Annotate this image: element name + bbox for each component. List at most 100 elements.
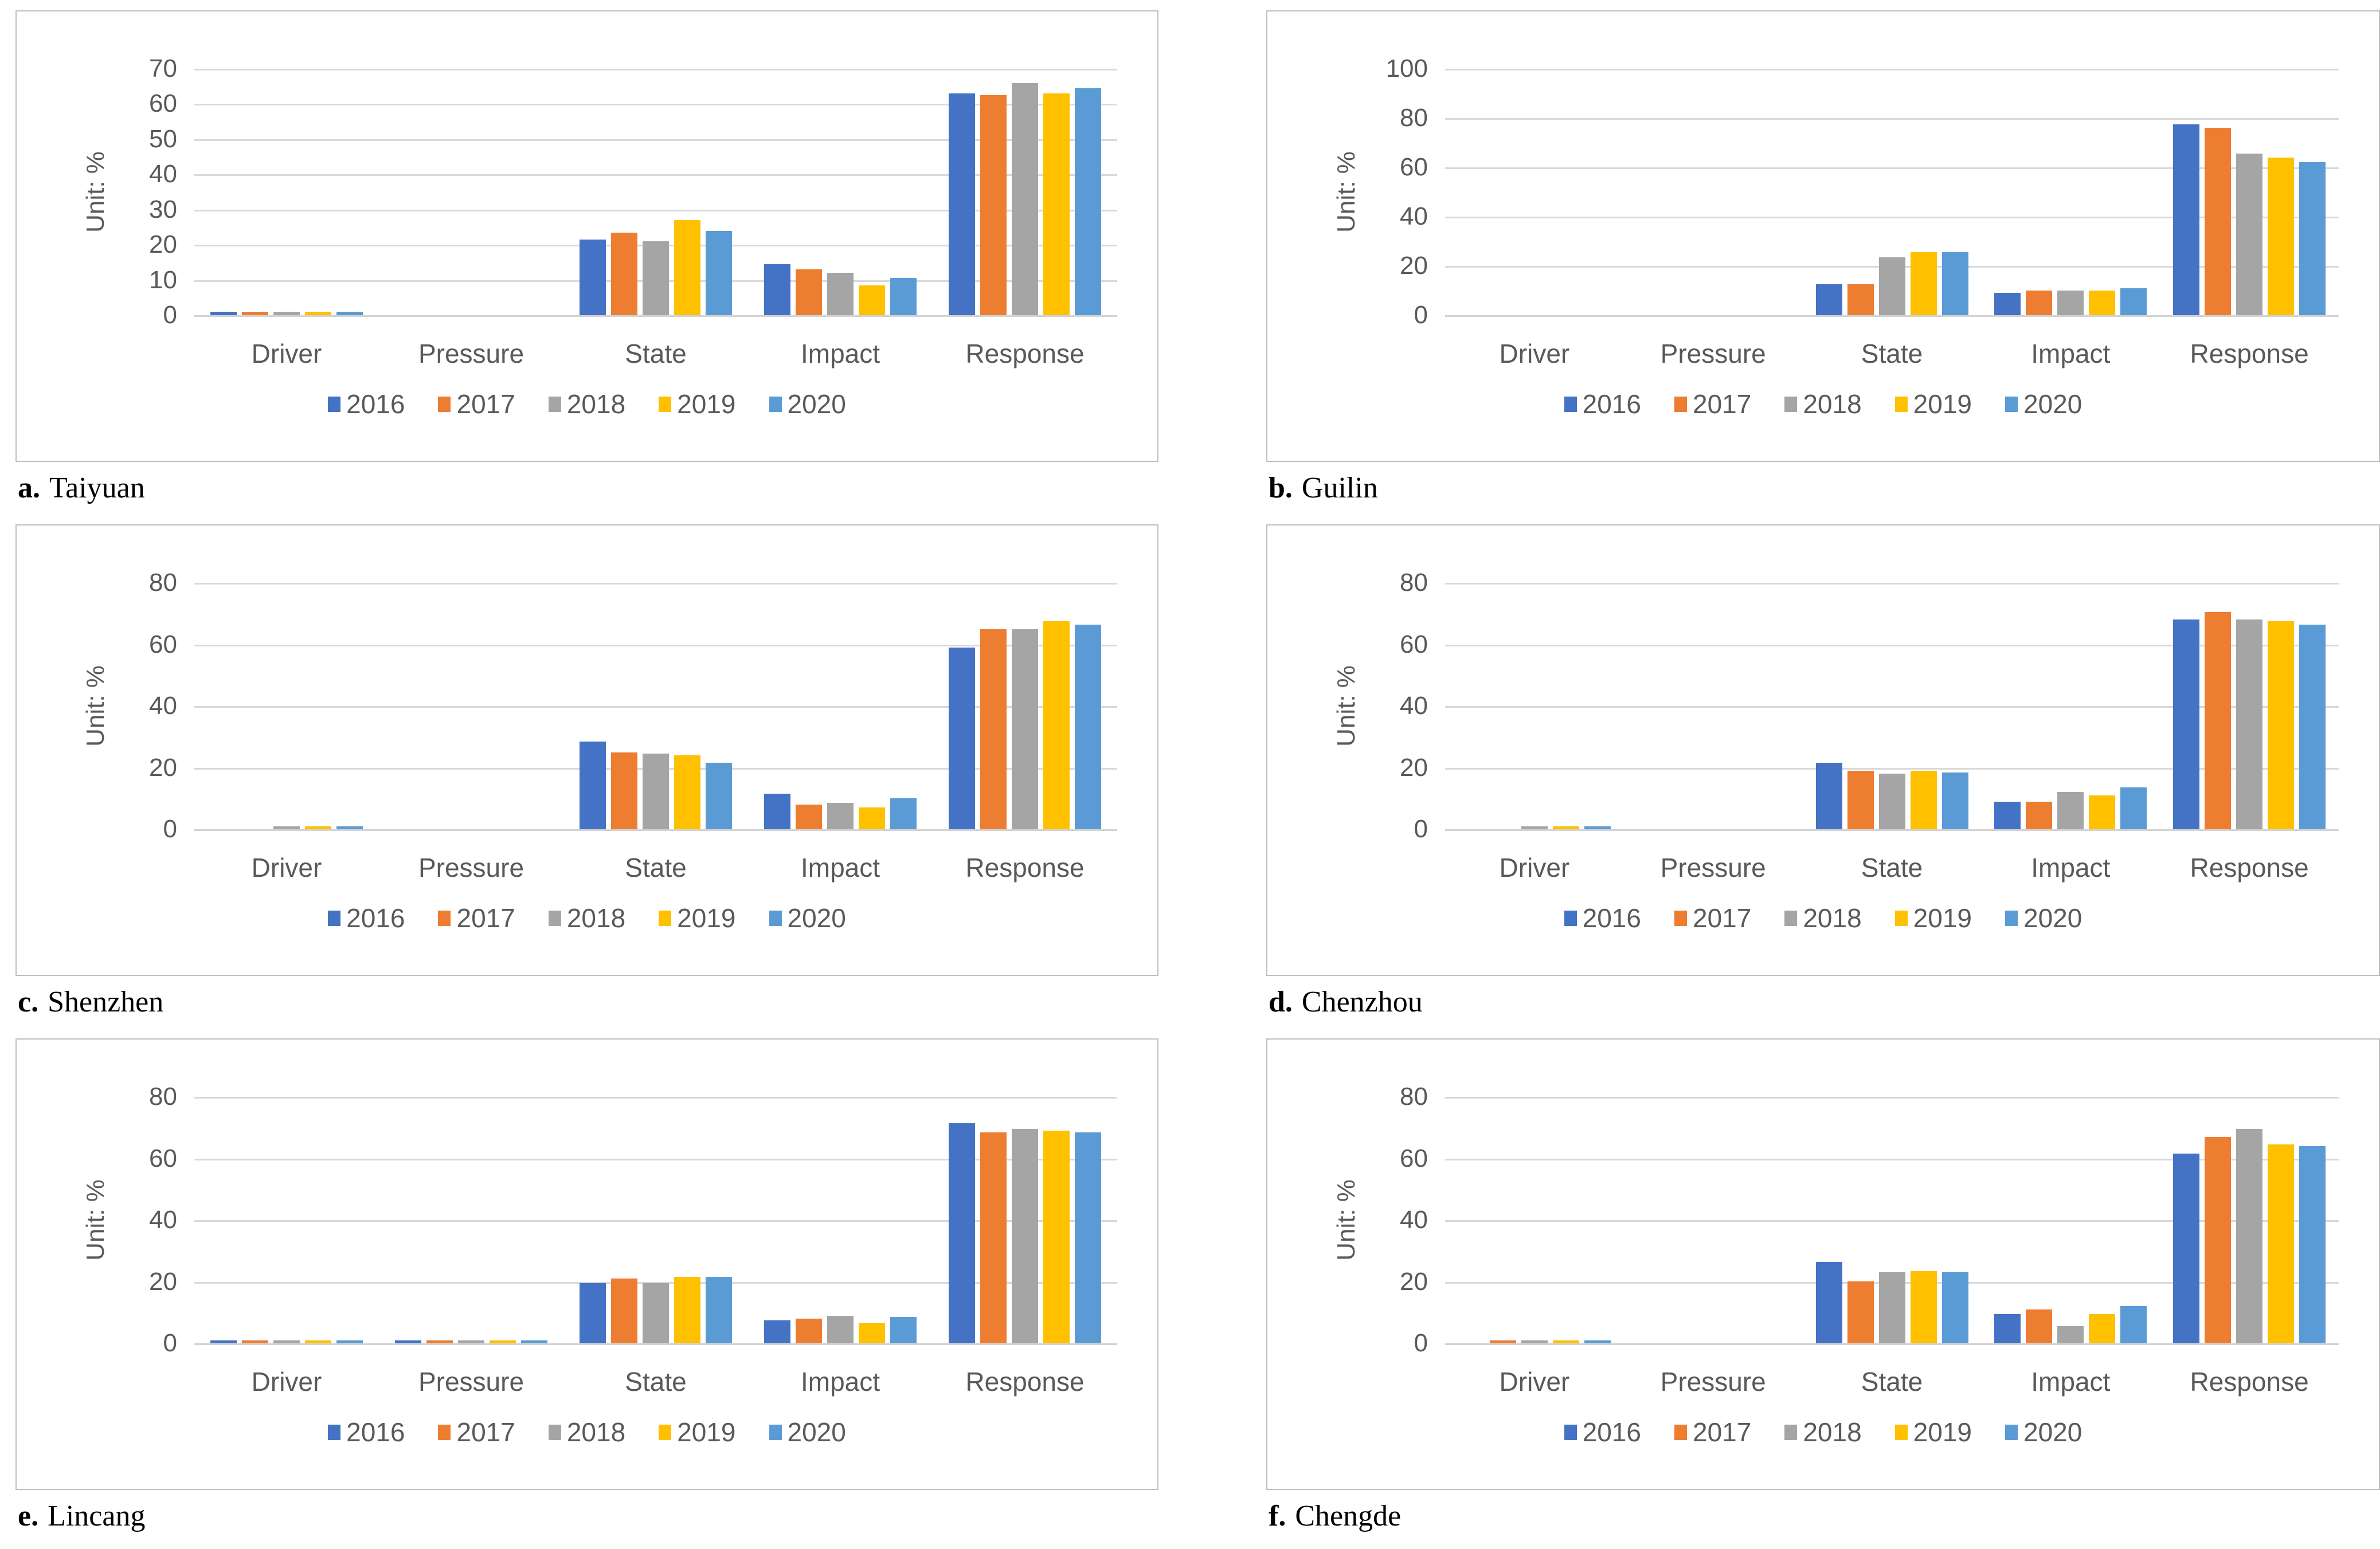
caption-letter: f. <box>1269 1500 1286 1532</box>
gridline <box>194 583 1117 585</box>
bar-2019-state <box>1911 252 1937 315</box>
legend-item-2016: 2016 <box>1564 903 1641 934</box>
gridline <box>194 69 1117 70</box>
x-axis-category-label: Impact <box>2031 853 2111 883</box>
y-axis-tick-label: 80 <box>1400 568 1428 597</box>
bar-2018-impact <box>2057 291 2084 315</box>
bar-2020-driver <box>1584 826 1611 829</box>
x-axis-category-label: Pressure <box>418 853 524 883</box>
y-axis-tick-label: 60 <box>149 630 177 658</box>
legend-item-2016: 2016 <box>328 1417 405 1448</box>
y-axis-tick-label: 0 <box>163 301 177 329</box>
legend-swatch-2019 <box>659 396 672 412</box>
legend-swatch-2016 <box>1564 910 1577 926</box>
gridline <box>194 645 1117 646</box>
bar-2020-impact <box>890 1317 917 1343</box>
legend-label: 2020 <box>2023 389 2082 419</box>
legend-item-2020: 2020 <box>769 389 846 419</box>
legend-swatch-2020 <box>2005 1424 2018 1440</box>
bar-2016-state <box>580 240 606 315</box>
gridline <box>194 1097 1117 1099</box>
bar-2018-driver <box>1521 826 1548 829</box>
bar-2017-driver <box>242 312 268 315</box>
x-axis-category-label: State <box>625 1367 687 1397</box>
legend-item-2017: 2017 <box>1674 1417 1751 1448</box>
chart-legend: 2016 2017 2018 2019 2020 <box>17 1417 1157 1448</box>
bar-2017-state <box>1847 771 1874 829</box>
x-axis-category-label: Driver <box>251 339 322 368</box>
y-axis-tick-label: 0 <box>1414 301 1428 329</box>
caption-name: Shenzhen <box>48 986 164 1018</box>
y-axis-tick-label: 100 <box>1385 54 1428 83</box>
bar-2019-state <box>674 755 700 829</box>
caption-letter: a. <box>18 472 40 504</box>
y-axis-tick-label: 10 <box>149 266 177 294</box>
bar-2017-pressure <box>426 1340 453 1343</box>
x-axis-category-label: Driver <box>1499 1367 1570 1397</box>
bar-2019-driver <box>305 312 331 315</box>
legend-label: 2018 <box>566 389 626 419</box>
legend-label: 2017 <box>456 1417 515 1447</box>
bar-2019-state <box>1911 771 1937 829</box>
x-axis-category-label: Pressure <box>418 1367 524 1397</box>
caption-name: Chenzhou <box>1301 986 1423 1018</box>
bar-2019-impact <box>2089 291 2115 315</box>
gridline <box>1445 1220 2339 1222</box>
x-axis-category-label: Response <box>2190 853 2309 883</box>
x-axis-category-label: State <box>1861 853 1923 883</box>
bar-2016-state <box>1816 763 1842 829</box>
legend-label: 2019 <box>1913 903 1972 933</box>
bar-2016-driver <box>210 312 237 315</box>
bar-2020-state <box>706 1277 732 1343</box>
legend-item-2016: 2016 <box>1564 1417 1641 1448</box>
legend-swatch-2019 <box>1894 396 1908 412</box>
bar-2016-response <box>2173 1154 2199 1343</box>
chart-caption: d. Chenzhou <box>1269 985 2380 1019</box>
bar-2018-state <box>1879 1272 1905 1343</box>
legend-item-2018: 2018 <box>1784 389 1862 419</box>
bar-2017-impact <box>2026 291 2052 315</box>
legend-item-2019: 2019 <box>1894 389 1972 419</box>
bar-2016-impact <box>1994 293 2021 315</box>
legend-swatch-2017 <box>1674 1424 1687 1440</box>
y-axis-tick-label: 0 <box>1414 1329 1428 1357</box>
bar-2019-impact <box>2089 1314 2115 1343</box>
legend-item-2017: 2017 <box>438 903 515 934</box>
x-axis-category-label: Driver <box>251 853 322 883</box>
bar-2016-state <box>1816 284 1842 315</box>
legend-label: 2016 <box>1582 389 1641 419</box>
bar-2018-response <box>2236 1129 2262 1343</box>
bar-2019-response <box>2268 621 2294 829</box>
legend-label: 2017 <box>456 389 515 419</box>
x-axis-category-label: Response <box>965 853 1085 883</box>
gridline <box>1445 69 2339 70</box>
legend-label: 2016 <box>1582 1417 1641 1447</box>
gridline <box>194 139 1117 141</box>
bar-2017-driver <box>1490 1340 1516 1343</box>
bar-2019-pressure <box>490 1340 516 1343</box>
y-axis-tick-label: 40 <box>1400 1206 1428 1234</box>
bar-2018-impact <box>2057 1326 2084 1343</box>
x-axis-line <box>1445 1343 2339 1345</box>
bar-2019-response <box>2268 158 2294 315</box>
bar-2016-response <box>949 648 975 829</box>
bar-2018-impact <box>827 1316 854 1343</box>
y-axis-tick-label: 40 <box>149 1206 177 1234</box>
legend-label: 2020 <box>787 389 846 419</box>
legend-label: 2020 <box>2023 903 2082 933</box>
legend-item-2019: 2019 <box>659 903 736 934</box>
gridline <box>194 174 1117 176</box>
bar-2020-state <box>1942 772 1968 829</box>
legend-item-2020: 2020 <box>2005 389 2082 419</box>
bar-2019-state <box>674 220 700 315</box>
bar-2017-response <box>980 629 1007 829</box>
bar-2018-impact <box>827 803 854 829</box>
panel-chenzhou: Unit: % 0 20 40 60 80 Driver Pressure State Impac… <box>1266 524 2380 1038</box>
panel-lincang: Unit: % 0 20 40 60 80 Driver Pressure State Impac… <box>15 1038 1158 1549</box>
gridline <box>194 706 1117 708</box>
legend-label: 2019 <box>677 389 736 419</box>
bar-2017-response <box>980 1132 1007 1343</box>
bar-2017-state <box>1847 284 1874 315</box>
y-axis-tick-label: 60 <box>149 89 177 117</box>
legend-swatch-2016 <box>1564 396 1577 412</box>
